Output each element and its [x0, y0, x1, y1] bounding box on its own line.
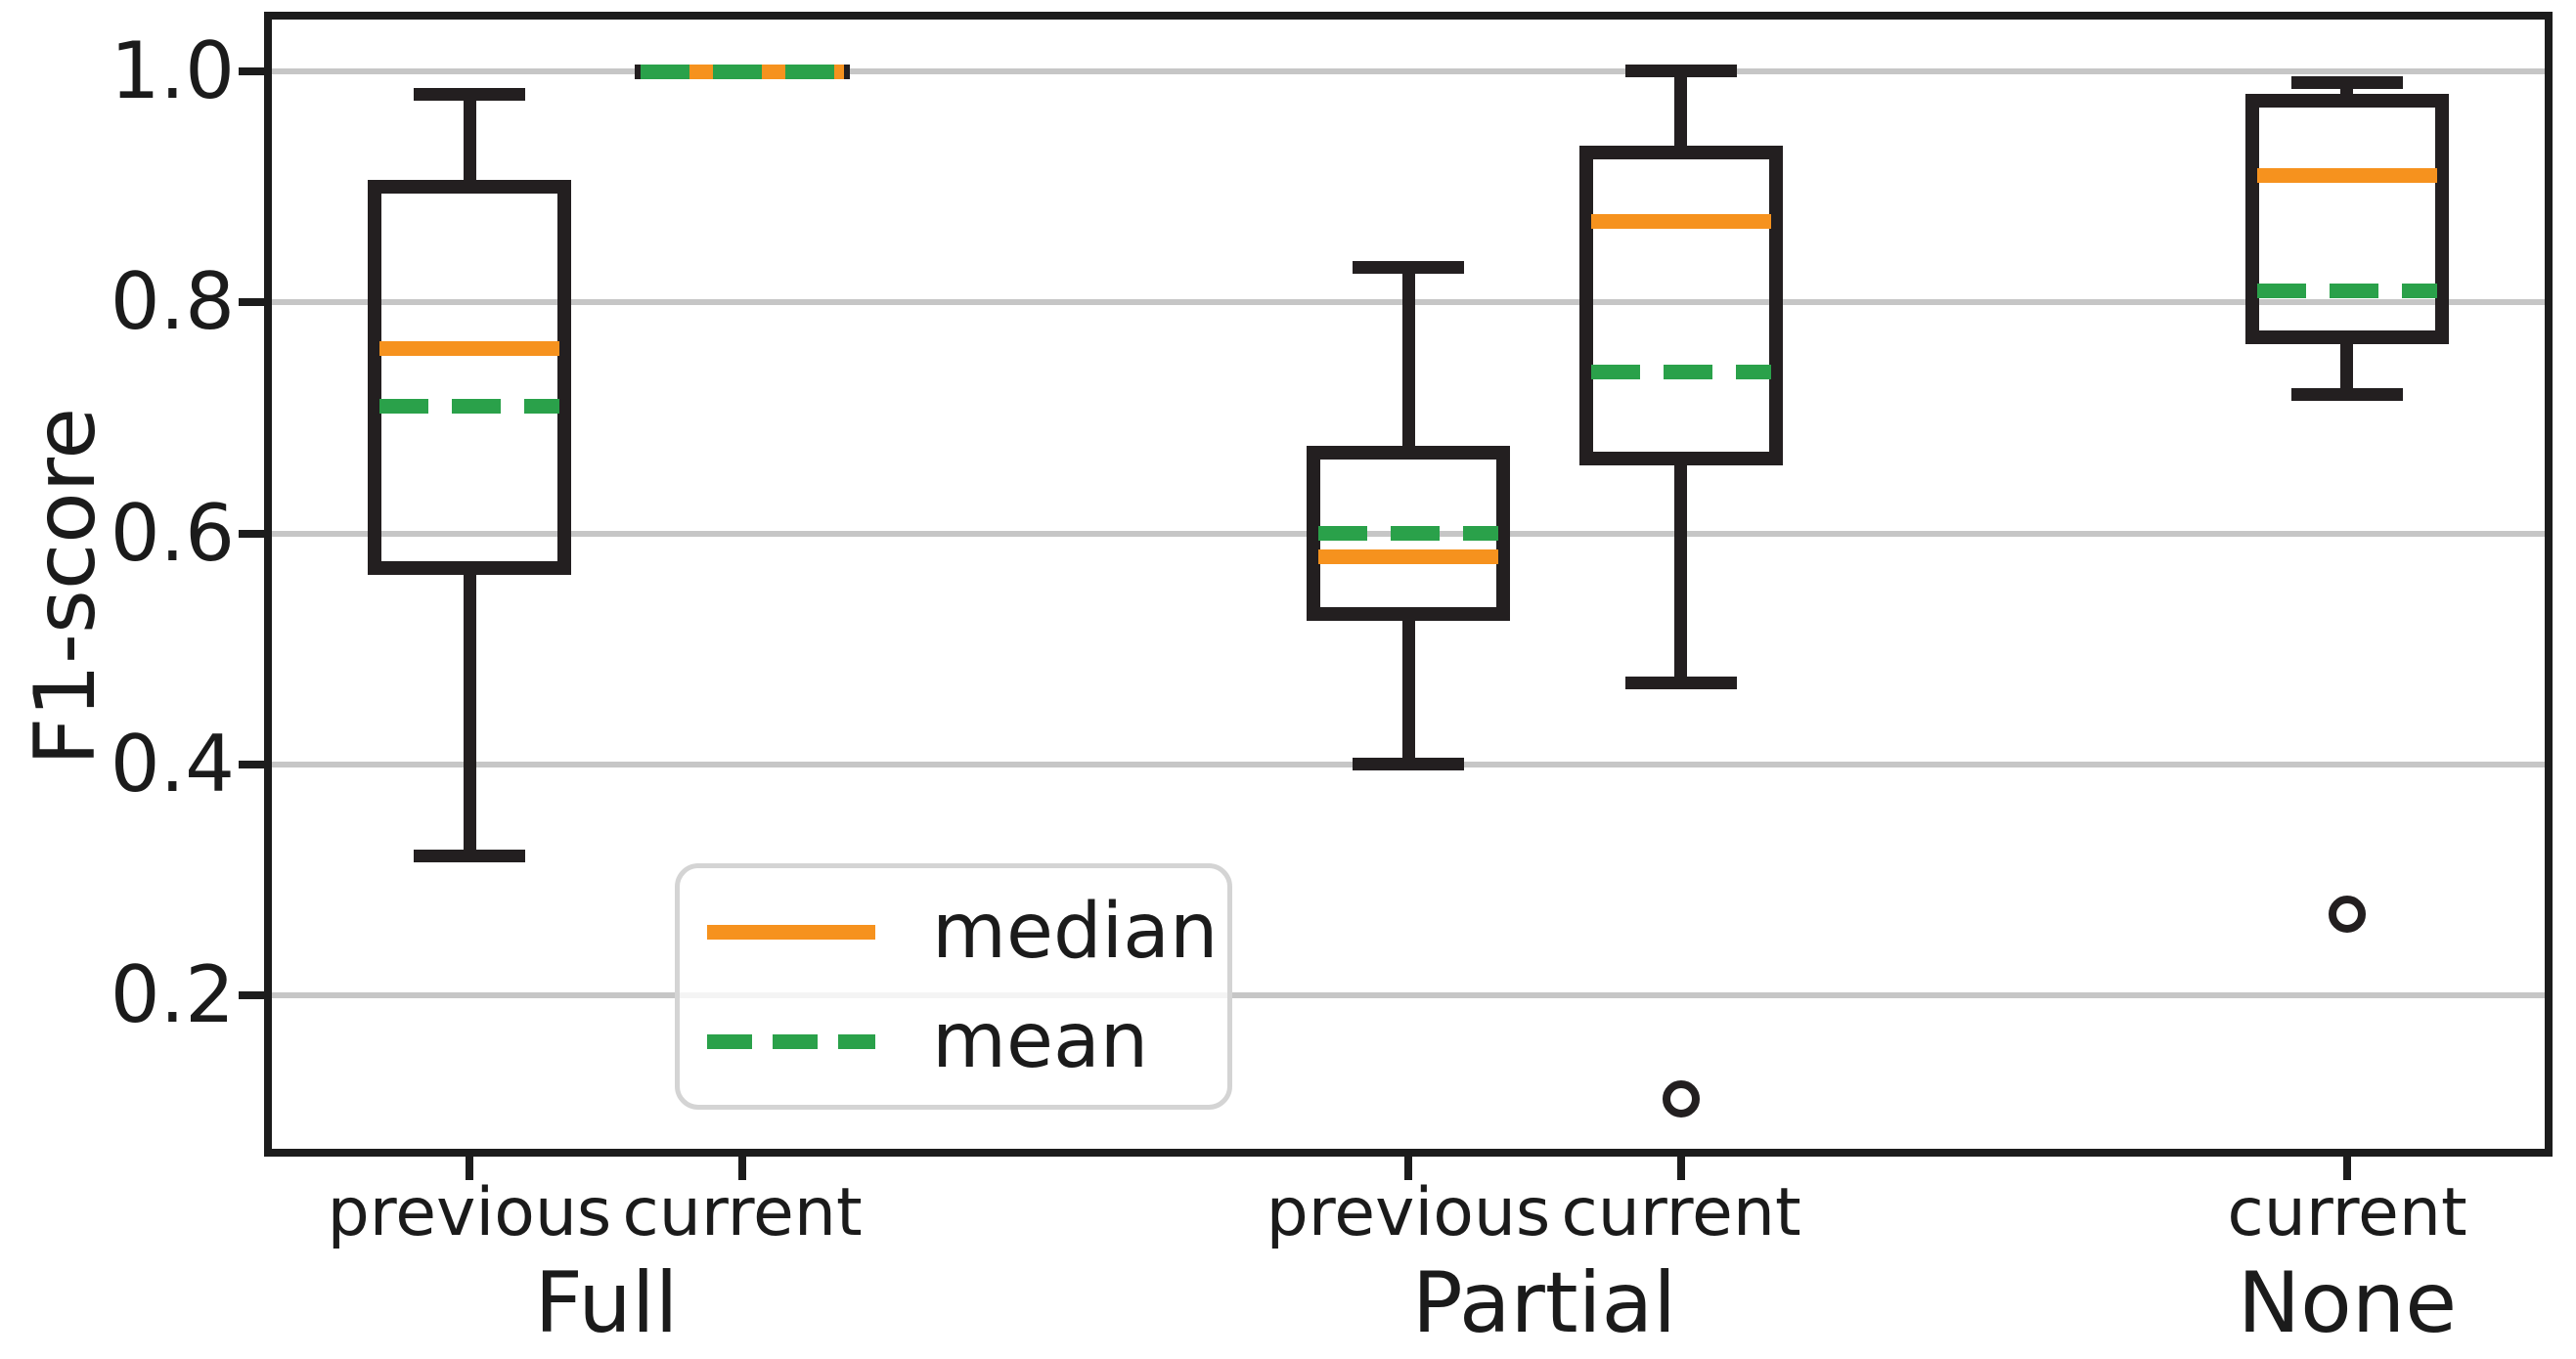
y-tick-label: 0.6: [110, 488, 235, 579]
lower-whisker-stem: [1402, 614, 1415, 765]
x-tick-mark: [1677, 1157, 1685, 1180]
y-tick-mark: [239, 67, 264, 75]
median-line-swatch: [707, 924, 875, 940]
box: [1307, 446, 1510, 621]
y-tick-label: 0.8: [110, 256, 235, 347]
lower-whisker-stem: [464, 568, 476, 856]
median-line: [1591, 214, 1771, 229]
box: [368, 180, 571, 575]
mean-line: [379, 399, 559, 414]
lower-whisker-stem: [2340, 337, 2353, 395]
median-line: [1318, 549, 1498, 564]
y-tick-mark: [239, 530, 264, 538]
box: [1579, 146, 1783, 465]
lower-whisker-cap: [1353, 758, 1464, 770]
upper-whisker-cap: [1625, 65, 1737, 77]
lower-whisker-cap: [414, 850, 525, 862]
legend-label-median: median: [932, 888, 1219, 976]
mean-line: [1318, 526, 1498, 541]
legend-row-median: median: [680, 880, 1227, 984]
lower-whisker-stem: [1674, 459, 1687, 683]
y-tick-label: 1.0: [110, 25, 235, 116]
mean-line: [2257, 284, 2437, 298]
median-line: [2257, 168, 2437, 183]
gridline: [272, 992, 2545, 998]
y-axis-label: F1-score: [17, 407, 114, 767]
upper-whisker-cap: [414, 88, 525, 101]
mean-line: [641, 65, 844, 79]
y-tick-label: 0.4: [110, 719, 235, 810]
x-tick-label: previous: [327, 1174, 612, 1251]
y-tick-label: 0.2: [110, 949, 235, 1040]
y-tick-mark: [239, 761, 264, 768]
group-label: Partial: [1411, 1254, 1677, 1352]
x-tick-mark: [466, 1157, 473, 1180]
upper-whisker-stem: [464, 95, 476, 187]
upper-whisker-cap: [2291, 76, 2403, 89]
upper-whisker-stem: [1674, 71, 1687, 153]
x-tick-label: current: [622, 1174, 863, 1251]
lower-whisker-cap: [1625, 677, 1737, 689]
x-tick-mark: [1404, 1157, 1412, 1180]
x-tick-label: current: [2227, 1174, 2467, 1251]
x-tick-mark: [2343, 1157, 2351, 1180]
legend-label-mean: mean: [932, 997, 1149, 1085]
upper-whisker-cap: [1353, 261, 1464, 274]
outlier-point: [2329, 896, 2366, 933]
y-tick-mark: [239, 991, 264, 999]
x-tick-mark: [738, 1157, 746, 1180]
x-tick-label: previous: [1266, 1174, 1551, 1251]
outlier-point: [1663, 1080, 1700, 1118]
gridline: [272, 68, 2545, 74]
lower-whisker-cap: [2291, 388, 2403, 401]
x-tick-label: current: [1561, 1174, 1801, 1251]
plot-area-frame: [264, 12, 2553, 1157]
group-label: Full: [534, 1254, 679, 1352]
y-tick-mark: [239, 298, 264, 306]
legend: median mean: [675, 863, 1232, 1110]
box: [2245, 94, 2449, 344]
median-line: [379, 341, 559, 356]
upper-whisker-stem: [1402, 268, 1415, 453]
mean-line-swatch: [707, 1033, 875, 1049]
mean-line: [1591, 365, 1771, 379]
legend-row-mean: mean: [680, 989, 1227, 1093]
group-label: None: [2237, 1254, 2458, 1352]
